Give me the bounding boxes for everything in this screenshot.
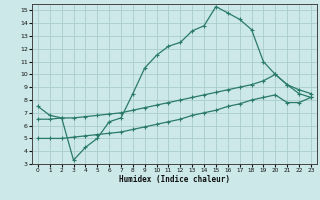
X-axis label: Humidex (Indice chaleur): Humidex (Indice chaleur): [119, 175, 230, 184]
